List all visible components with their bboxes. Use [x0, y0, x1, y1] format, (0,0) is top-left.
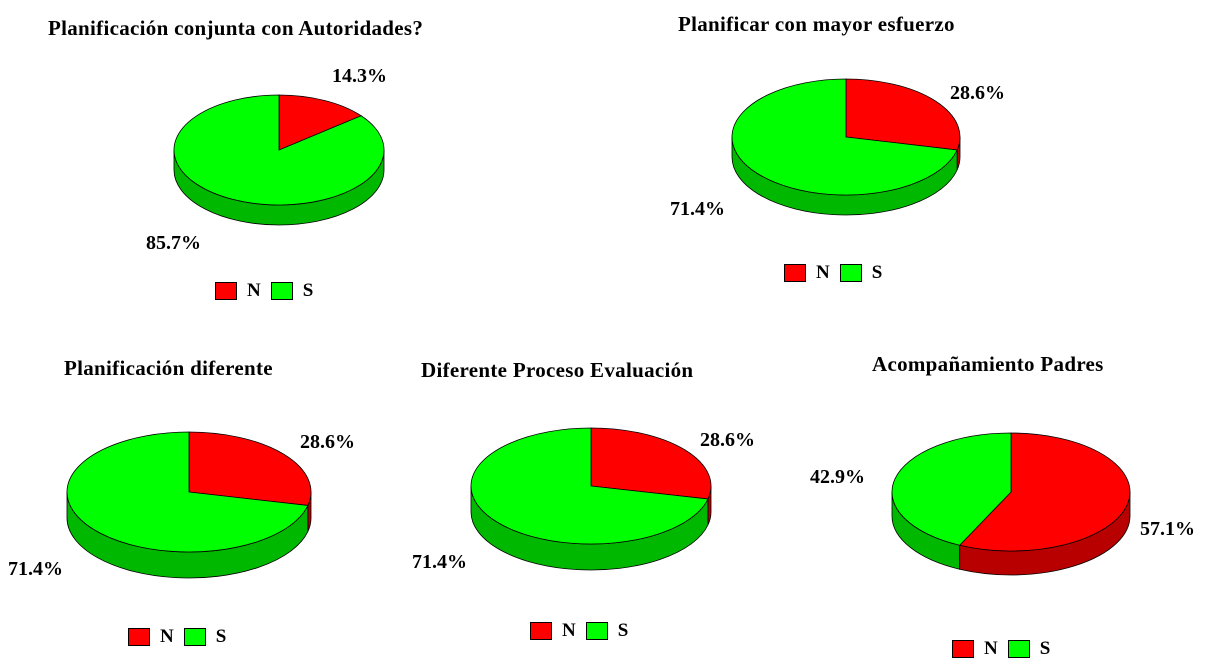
- legend-item-s: S: [270, 280, 314, 302]
- slice-label-s: 71.4%: [412, 551, 467, 573]
- legend-item-s: S: [1007, 638, 1051, 660]
- pie-graphic: [66, 431, 312, 579]
- slice-s: [891, 432, 1012, 546]
- slice-n: [590, 427, 712, 500]
- legend-item-s: S: [839, 262, 883, 284]
- slice-label-s: 71.4%: [8, 558, 63, 580]
- pie-chart-4: Diferente Proceso Evaluación 28.6% 71.4%…: [0, 0, 755, 641]
- legend: N S: [784, 262, 882, 284]
- legend-label-n: N: [160, 626, 174, 647]
- legend-swatch-s: [1007, 640, 1030, 658]
- legend-item-s: S: [585, 620, 629, 642]
- legend-item-n: N: [215, 280, 261, 302]
- legend-label-n: N: [562, 620, 576, 641]
- legend-swatch-s: [839, 264, 862, 282]
- legend-swatch-n: [784, 264, 806, 282]
- legend-swatch-n: [128, 628, 150, 646]
- legend-label-s: S: [871, 262, 883, 283]
- pie-graphic: [891, 432, 1131, 576]
- chart-title: Planificar con mayor esfuerzo: [678, 12, 955, 36]
- legend: N S: [952, 638, 1050, 660]
- pie-chart-3: Planificación diferente 28.6% 71.4% N S: [0, 0, 355, 647]
- legend-item-n: N: [530, 620, 576, 642]
- legend-swatch-s: [183, 628, 206, 646]
- legend-item-n: N: [784, 262, 830, 284]
- slice-n: [188, 431, 312, 506]
- slice-s: [66, 431, 309, 553]
- legend: N S: [128, 626, 226, 648]
- chart-title: Diferente Proceso Evaluación: [421, 358, 694, 382]
- slice-label-n: 28.6%: [700, 429, 755, 451]
- slice-n: [278, 94, 362, 151]
- legend-label-n: N: [984, 638, 998, 659]
- slice-label-s: 85.7%: [146, 232, 201, 254]
- slice-label-n: 28.6%: [950, 82, 1005, 104]
- legend-label-s: S: [215, 626, 227, 647]
- slice-n: [845, 78, 961, 151]
- legend-swatch-n: [530, 622, 552, 640]
- pie-graphic: [470, 427, 712, 571]
- slice-s: [173, 94, 385, 206]
- chart-title: Planificación diferente: [64, 356, 273, 380]
- slice-label-s: 71.4%: [670, 198, 725, 220]
- legend: N S: [215, 280, 313, 302]
- legend-swatch-s: [270, 282, 293, 300]
- legend-swatch-n: [215, 282, 237, 300]
- pie-graphic: [731, 78, 961, 216]
- pie-chart-2: Planificar con mayor esfuerzo 28.6% 71.4…: [0, 0, 1005, 283]
- slice-label-n: 57.1%: [1140, 518, 1195, 540]
- legend-label-s: S: [617, 620, 629, 641]
- chart-title: Planificación conjunta con Autoridades?: [48, 16, 424, 40]
- pie-graphic: [173, 94, 385, 226]
- legend-label-s: S: [1039, 638, 1051, 659]
- slice-s: [470, 427, 709, 545]
- legend: N S: [530, 620, 628, 642]
- slice-label-s: 42.9%: [810, 466, 865, 488]
- pie-chart-1: Planificación conjunta con Autoridades? …: [0, 0, 423, 301]
- legend-swatch-s: [585, 622, 608, 640]
- legend-swatch-n: [952, 640, 974, 658]
- legend-label-n: N: [816, 262, 830, 283]
- legend-label-n: N: [247, 280, 261, 301]
- slice-label-n: 14.3%: [332, 65, 387, 87]
- slice-s: [731, 78, 958, 196]
- chart-title: Acompañamiento Padres: [872, 352, 1104, 376]
- legend-item-n: N: [952, 638, 998, 660]
- slice-label-n: 28.6%: [300, 431, 355, 453]
- legend-label-s: S: [302, 280, 314, 301]
- legend-item-n: N: [128, 626, 174, 648]
- legend-item-s: S: [183, 626, 227, 648]
- slice-n: [958, 432, 1131, 552]
